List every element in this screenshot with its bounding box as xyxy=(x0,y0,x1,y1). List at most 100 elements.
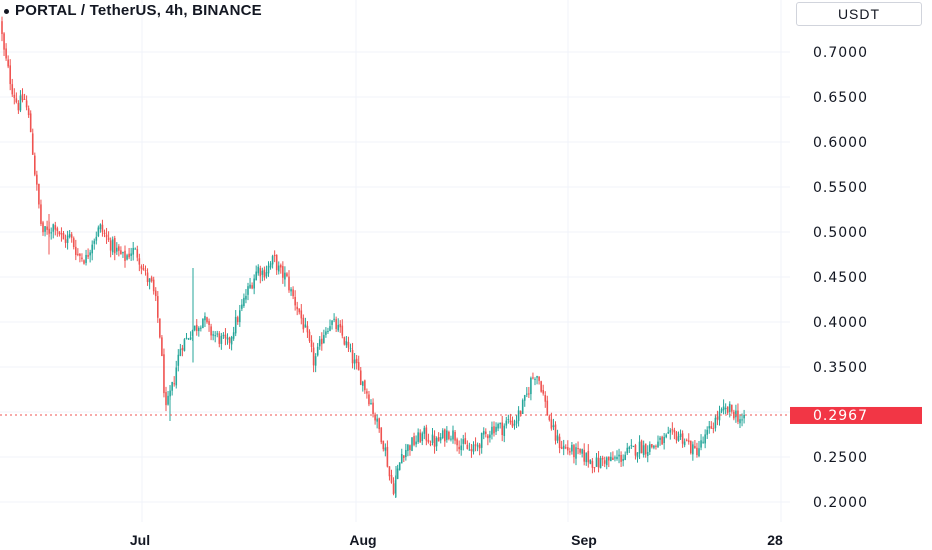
candle[interactable] xyxy=(72,236,75,250)
candle[interactable] xyxy=(148,278,151,290)
candle[interactable] xyxy=(126,253,128,261)
candle[interactable] xyxy=(649,441,651,456)
candle[interactable] xyxy=(187,337,190,340)
candle[interactable] xyxy=(454,429,456,445)
candle[interactable] xyxy=(435,436,438,452)
candle[interactable] xyxy=(310,335,313,353)
candle[interactable] xyxy=(75,239,77,261)
candle[interactable] xyxy=(489,430,491,443)
candle[interactable] xyxy=(706,426,708,439)
candle[interactable] xyxy=(296,301,298,316)
candle[interactable] xyxy=(423,425,426,440)
candle[interactable] xyxy=(77,248,79,257)
candle[interactable] xyxy=(134,247,137,250)
candle[interactable] xyxy=(700,434,702,451)
candle[interactable] xyxy=(558,433,561,454)
candle[interactable] xyxy=(476,442,479,452)
candle[interactable] xyxy=(177,349,180,372)
candle[interactable] xyxy=(562,439,565,456)
candle[interactable] xyxy=(564,444,567,450)
candle[interactable] xyxy=(655,444,657,450)
candle[interactable] xyxy=(161,335,163,357)
candle[interactable] xyxy=(439,433,442,444)
candle[interactable] xyxy=(298,308,301,315)
candle[interactable] xyxy=(40,199,42,227)
candle[interactable] xyxy=(216,330,219,338)
candle[interactable] xyxy=(372,398,374,418)
candle[interactable] xyxy=(202,318,204,329)
candle[interactable] xyxy=(208,318,210,332)
candle[interactable] xyxy=(616,450,618,461)
candle[interactable] xyxy=(230,335,233,351)
candle[interactable] xyxy=(495,422,497,435)
candle[interactable] xyxy=(60,227,63,242)
candle[interactable] xyxy=(175,360,178,389)
candle[interactable] xyxy=(677,431,680,442)
candle[interactable] xyxy=(314,353,317,373)
candle[interactable] xyxy=(523,394,526,407)
candle[interactable] xyxy=(83,259,85,265)
candle[interactable] xyxy=(550,412,553,431)
candle[interactable] xyxy=(487,434,489,446)
candle[interactable] xyxy=(15,92,18,104)
candle[interactable] xyxy=(62,231,65,240)
candle[interactable] xyxy=(589,459,592,465)
candle[interactable] xyxy=(120,246,122,255)
candle[interactable] xyxy=(478,442,481,456)
candle[interactable] xyxy=(692,441,694,461)
candle[interactable] xyxy=(526,387,528,398)
candle[interactable] xyxy=(87,248,89,260)
candle[interactable] xyxy=(154,287,157,302)
candle[interactable] xyxy=(355,354,358,370)
candle[interactable] xyxy=(89,249,91,263)
candle[interactable] xyxy=(382,440,385,452)
candle[interactable] xyxy=(685,438,688,442)
candle[interactable] xyxy=(38,183,40,209)
candle[interactable] xyxy=(263,266,266,281)
candle[interactable] xyxy=(421,431,424,446)
candle[interactable] xyxy=(206,316,208,324)
candle[interactable] xyxy=(11,78,14,97)
candle[interactable] xyxy=(726,406,729,415)
candle[interactable] xyxy=(308,329,311,343)
candle[interactable] xyxy=(708,420,711,434)
candle[interactable] xyxy=(99,223,102,233)
candle[interactable] xyxy=(5,43,7,61)
candle[interactable] xyxy=(368,391,370,407)
candle[interactable] xyxy=(111,236,114,255)
candle[interactable] xyxy=(731,404,733,414)
candle[interactable] xyxy=(79,253,81,263)
candle[interactable] xyxy=(667,426,670,435)
candle[interactable] xyxy=(409,444,411,456)
candle[interactable] xyxy=(359,366,362,386)
candle[interactable] xyxy=(282,261,284,284)
candle[interactable] xyxy=(624,451,626,461)
candle[interactable] xyxy=(150,275,153,283)
candle[interactable] xyxy=(673,427,676,440)
candle[interactable] xyxy=(405,443,407,461)
candle[interactable] xyxy=(19,90,22,113)
candle[interactable] xyxy=(519,410,522,417)
candle[interactable] xyxy=(370,399,372,405)
candle[interactable] xyxy=(546,395,549,416)
candle[interactable] xyxy=(318,336,321,350)
candle[interactable] xyxy=(392,477,395,496)
candle[interactable] xyxy=(696,442,698,458)
candle[interactable] xyxy=(70,231,73,243)
candle[interactable] xyxy=(593,466,596,473)
candle[interactable] xyxy=(388,466,391,481)
candle[interactable] xyxy=(312,342,315,373)
candle[interactable] xyxy=(31,128,34,155)
candle[interactable] xyxy=(232,326,235,341)
candle[interactable] xyxy=(284,266,286,287)
candle[interactable] xyxy=(81,253,83,262)
candle[interactable] xyxy=(292,286,294,300)
candle[interactable] xyxy=(277,261,280,275)
candle[interactable] xyxy=(204,312,206,328)
candle[interactable] xyxy=(189,331,192,341)
candle[interactable] xyxy=(25,95,28,111)
candle[interactable] xyxy=(681,430,684,448)
candle[interactable] xyxy=(597,451,600,473)
candle[interactable] xyxy=(7,55,9,69)
